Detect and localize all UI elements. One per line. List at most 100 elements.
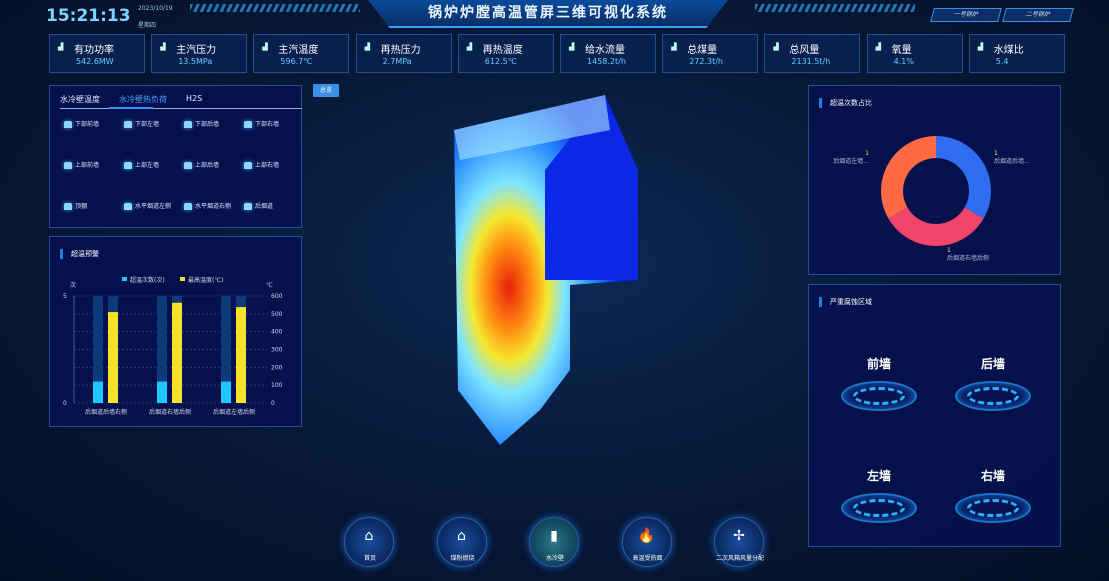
kpi-card: ▟ 主汽温度 596.7℃ — [253, 34, 350, 73]
slice-label: 后烟道右墙后侧 — [947, 254, 989, 262]
overview-button[interactable]: 总览 — [313, 84, 339, 97]
panel-title: 严重腐蚀区域 — [819, 297, 872, 307]
kpi-value: 272.3t/h — [689, 57, 723, 66]
kpi-card: ▟ 氧量 4.1% — [866, 34, 963, 73]
wall-item-label: 下部前墙 — [75, 121, 100, 128]
wall-section-icon — [64, 162, 72, 169]
boiler-2-button[interactable]: 二号锅炉 — [1002, 8, 1074, 22]
tab-water-wall-heat-load[interactable]: 水冷壁热负荷 — [119, 95, 167, 104]
wall-section-icon — [64, 203, 72, 210]
y-right-tick: 500 — [271, 311, 283, 318]
wall-item[interactable]: 上部左墙 — [124, 160, 159, 169]
bar-overtemp-count[interactable] — [157, 381, 167, 403]
wall-item-label: 上部前墙 — [75, 162, 100, 169]
kpi-label: 再热压力 — [380, 45, 421, 56]
nav-button[interactable]: ✢ 二次风箱风量分配 — [714, 517, 764, 567]
wall-back[interactable]: 后墙 — [947, 355, 1039, 415]
donut-slice[interactable] — [888, 207, 984, 246]
date: 2023/10/19 — [138, 5, 173, 12]
nav-label: 二次风箱风量分配 — [715, 555, 764, 562]
y-right-tick: 200 — [271, 364, 283, 371]
gauge-icon: ▟ — [671, 43, 677, 51]
tube-icon: ▮ — [550, 528, 558, 544]
overtemp-donut-chart: 1后烟道后墙...1后烟道右墙后侧1后烟道左墙... — [833, 136, 1030, 262]
wall-item[interactable]: 下部左墙 — [124, 119, 159, 128]
wall-item[interactable]: 上部右墙 — [244, 160, 279, 169]
x-tick-label: 后烟道后墙右侧 — [85, 408, 127, 416]
wall-section-icon — [124, 203, 132, 210]
wall-item-label: 下部左墙 — [135, 121, 160, 128]
y-left-label: 次 — [70, 281, 76, 289]
kpi-value: 4.1% — [893, 57, 914, 66]
boiler-3d-model[interactable] — [440, 90, 650, 450]
wall-item[interactable]: 后烟道 — [244, 201, 273, 210]
kpi-label: 总风量 — [789, 45, 820, 56]
wall-section-icon — [244, 121, 252, 128]
wall-right[interactable]: 右墙 — [947, 467, 1039, 527]
nav-button[interactable]: ⌂ 煤粉燃烧 — [436, 517, 487, 567]
nav-button[interactable]: ⌂ 首页 — [344, 517, 394, 567]
panel-title: 超温次数占比 — [819, 98, 872, 108]
kpi-value: 2.7MPa — [382, 57, 412, 66]
kpi-value: 1458.2t/h — [587, 57, 626, 66]
wall-label: 右墙 — [980, 469, 1005, 483]
donut-slice[interactable] — [936, 136, 991, 219]
nav-label: 高温受热面 — [632, 555, 663, 562]
gauge-icon: ▟ — [569, 43, 575, 51]
tab-h2s[interactable]: H2S — [186, 94, 203, 103]
y-right-tick: 300 — [271, 347, 283, 354]
slice-label: 后烟道左墙... — [833, 157, 869, 165]
slice-value: 1 — [994, 150, 998, 157]
boiler-1-button[interactable]: 一号锅炉 — [930, 8, 1002, 22]
wall-left[interactable]: 左墙 — [833, 467, 925, 527]
home-icon: ⌂ — [364, 528, 374, 544]
wall-label: 前墙 — [866, 357, 891, 371]
wall-item[interactable]: 上部前墙 — [64, 160, 99, 169]
kpi-label: 有功功率 — [74, 45, 114, 56]
wall-label: 后墙 — [980, 357, 1005, 371]
bar-max-temperature[interactable] — [172, 302, 182, 403]
y-right-tick: 100 — [271, 382, 283, 389]
overtemp-bar-chart: 超温次数(次) 最高温度(℃) 次 ℃ 0 100 200 300 400 500 600 0 5 后烟道… — [63, 276, 283, 416]
title-banner: 锅炉炉膛高温管屏三维可视化系统 — [368, 0, 728, 28]
tab-water-wall-temperature[interactable]: 水冷壁温度 — [60, 95, 100, 104]
wall-item[interactable]: 水平烟道右侧 — [184, 201, 231, 210]
bar-overtemp-count[interactable] — [93, 381, 103, 403]
bar-overtemp-count[interactable] — [221, 381, 231, 403]
y-right-tick: 600 — [271, 293, 283, 300]
wall-item[interactable]: 下部后墙 — [184, 119, 219, 128]
gauge-icon: ▟ — [773, 43, 779, 51]
boiler-icon: ⌂ — [457, 528, 466, 544]
wall-item-label: 下部右墙 — [255, 121, 280, 128]
clock: 15:21:13 — [46, 6, 131, 26]
wall-section-icon — [244, 162, 252, 169]
bar-max-temperature[interactable] — [108, 312, 118, 403]
kpi-card: ▟ 总煤量 272.3t/h — [662, 34, 759, 73]
y-right-tick: 400 — [271, 329, 283, 336]
wall-item[interactable]: 下部前墙 — [64, 119, 99, 128]
y-right-tick: 0 — [271, 400, 275, 407]
bar-background — [93, 296, 103, 403]
y-left-tick: 0 — [63, 400, 67, 407]
wall-front[interactable]: 前墙 — [833, 355, 925, 415]
wall-item[interactable]: 上部后墙 — [184, 160, 219, 169]
wall-item[interactable]: 顶棚 — [64, 201, 87, 210]
nav-label: 水冷壁 — [545, 555, 564, 562]
bar-max-temperature[interactable] — [236, 307, 246, 403]
kpi-card: ▟ 水煤比 5.4 — [968, 34, 1065, 73]
wall-label: 左墙 — [866, 469, 891, 483]
wall-section-icon — [184, 203, 192, 210]
gauge-icon: ▟ — [364, 43, 370, 51]
donut-slice[interactable] — [881, 136, 936, 219]
wall-item[interactable]: 下部右墙 — [244, 119, 279, 128]
legend-swatch — [122, 277, 127, 281]
wall-item-label: 上部左墙 — [135, 162, 160, 169]
wall-item[interactable]: 水平烟道左侧 — [124, 201, 171, 210]
wall-section-icon — [184, 121, 192, 128]
wall-section-icon — [244, 203, 252, 210]
nav-button[interactable]: ▮ 水冷壁 — [529, 517, 579, 567]
nav-button[interactable]: 🔥 高温受热面 — [621, 517, 672, 567]
wall-item-label: 下部后墙 — [195, 121, 220, 128]
kpi-label: 给水流量 — [585, 45, 625, 56]
legend-label: 超温次数(次) — [130, 276, 165, 284]
